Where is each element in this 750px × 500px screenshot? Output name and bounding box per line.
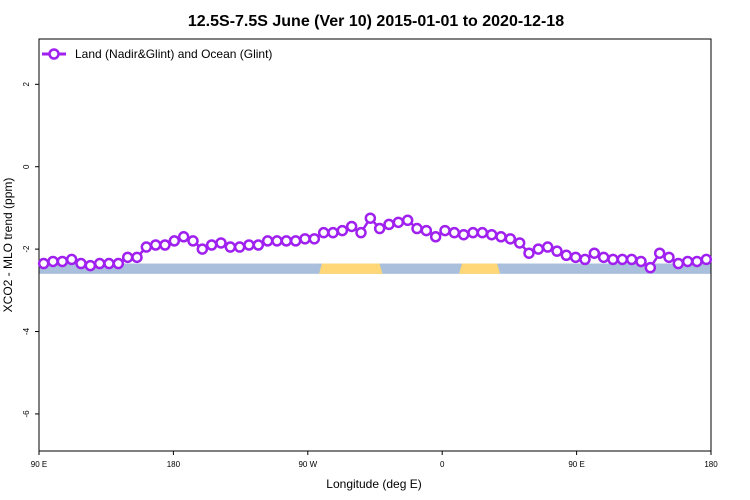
legend-label: Land (Nadir&Glint) and Ocean (Glint) [75,47,272,61]
data-point [299,233,311,245]
data-point [289,235,302,247]
data-point [644,261,657,274]
data-point [224,241,237,253]
data-point [215,237,227,249]
data-point [56,255,69,268]
x-tick-label: 0 [440,460,445,469]
data-point [635,255,647,268]
x-axis-label: Longitude (deg E) [326,477,421,491]
data-point [383,218,395,231]
data-point [177,231,190,243]
data-point [131,251,143,264]
data-point [551,245,563,257]
data-point [597,251,610,264]
data-point [205,239,218,251]
data-point [168,235,181,247]
data-point [513,237,526,249]
data-point [476,226,489,239]
data-point [345,220,358,233]
data-point [672,257,685,270]
plot-area [37,38,713,452]
data-point [103,257,115,270]
y-tick-label: 2 [22,82,31,87]
plot-frame [38,38,712,452]
data-point [47,255,59,268]
x-tick-label: 90 W [298,460,317,469]
y-tick-label: -6 [22,410,31,418]
data-point [457,228,470,241]
data-point [84,259,97,272]
data-point [280,235,293,247]
x-tick-label: 90 E [568,460,584,469]
data-point [75,257,87,270]
data-point [588,247,601,259]
data-point [495,231,507,243]
data-point [233,241,246,253]
legend-marker-swatch [48,48,60,60]
data-point [373,222,386,235]
data-point [271,235,283,247]
data-point [392,216,405,229]
data-point [700,253,713,266]
data-point [541,241,554,253]
land-surface-segment [319,263,383,274]
data-point [607,253,619,266]
data-point [112,257,125,270]
data-point [439,224,451,237]
data-point [261,235,274,247]
data-point [560,249,573,262]
data-point [336,224,349,237]
data-point [121,251,134,264]
data-point [653,247,666,259]
data-point [159,239,171,251]
data-point [140,241,153,253]
data-point [364,212,377,224]
legend: Land (Nadir&Glint) and Ocean (Glint) [42,47,272,61]
data-point [355,226,367,239]
data-point [485,228,498,241]
data-point [429,231,442,243]
data-point [37,257,50,270]
y-tick-label: 0 [22,164,31,169]
land-surface-segment [459,263,501,274]
data-point [448,226,461,239]
data-point [504,233,517,245]
chart-title: 12.5S-7.5S June (Ver 10) 2015-01-01 to 2… [188,13,564,30]
data-point [252,239,265,251]
y-axis-label: XCO2 - MLO trend (ppm) [1,178,15,313]
x-tick-label: 180 [704,460,718,469]
data-point [401,214,414,227]
data-point [663,251,675,264]
data-point [523,247,535,259]
data-point [420,224,433,237]
data-point [187,235,199,247]
y-tick-label: -2 [22,245,31,253]
data-point [681,255,694,268]
x-tick-label: 180 [167,460,181,469]
data-point [65,253,78,266]
data-point [616,253,629,266]
data-point [149,239,162,251]
data-point [317,226,330,239]
data-point [243,239,255,251]
data-point [625,253,638,266]
x-tick-label: 90 E [31,460,47,469]
x-axis: 90 E 180 90 W 0 90 E 180 [31,451,718,469]
y-axis: 2 0 -2 -4 -6 [22,82,39,418]
data-point [467,226,479,239]
data-point [327,226,339,239]
data-point [691,255,703,268]
y-tick-label: -4 [22,327,31,335]
data-point [411,222,423,235]
data-point [532,243,545,255]
data-point [569,251,582,264]
data-point [93,257,106,270]
data-point [579,253,591,266]
data-point [308,233,321,245]
data-point [196,243,209,255]
